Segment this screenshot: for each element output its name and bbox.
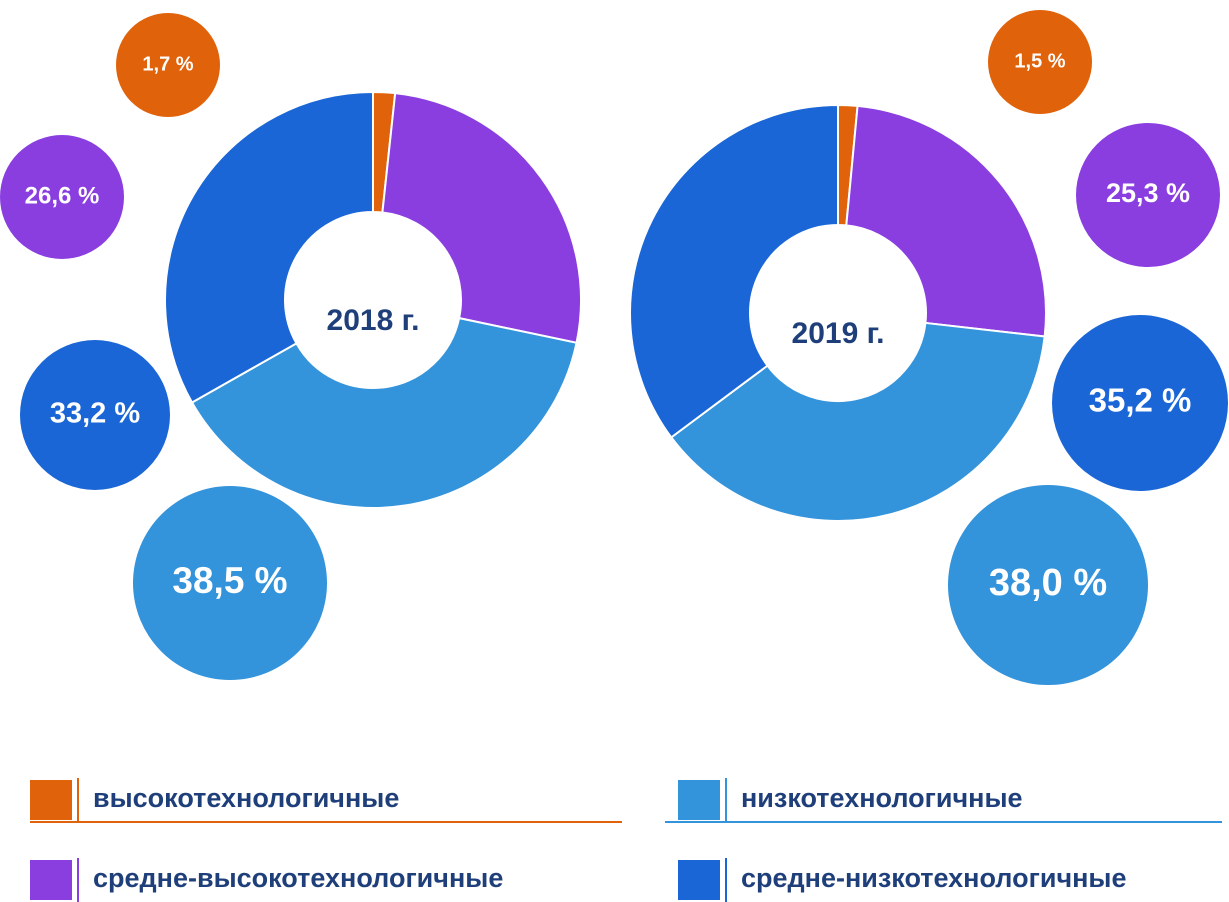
value-bubble [988, 10, 1092, 114]
value-label: 38,0 % [989, 562, 1107, 604]
legend-label: средне-высокотехнологичные [93, 863, 503, 893]
legend-label: средне-низкотехнологичные [741, 863, 1127, 893]
value-label: 25,3 % [1106, 178, 1190, 208]
donut-segment [381, 92, 582, 345]
chart-title: 2019 г. [792, 317, 885, 350]
legend-label: высокотехнологичные [93, 783, 399, 813]
value-bubble [0, 135, 124, 259]
donut-segment [190, 316, 578, 509]
value-bubble [1076, 123, 1220, 267]
donut-segment [669, 321, 1046, 522]
donut-segment [845, 104, 1047, 338]
legend-label: низкотехнологичные [741, 783, 1023, 813]
value-label: 33,2 % [50, 398, 140, 430]
donut-segment [164, 90, 374, 404]
value-bubble [20, 340, 170, 490]
value-label: 38,5 % [172, 560, 287, 601]
value-bubble [133, 486, 327, 680]
legend-swatch [30, 860, 72, 900]
donut-segment [629, 103, 839, 439]
legend-swatch [30, 780, 72, 820]
value-label: 1,7 % [142, 53, 193, 75]
legend-swatch [678, 860, 720, 900]
value-label: 26,6 % [25, 182, 100, 209]
value-bubble [1052, 315, 1228, 491]
chart-title: 2018 г. [327, 304, 420, 337]
value-bubble [948, 485, 1148, 685]
legend-swatch [678, 780, 720, 820]
value-label: 1,5 % [1014, 50, 1065, 72]
value-label: 35,2 % [1089, 382, 1192, 419]
value-bubble [116, 13, 220, 117]
